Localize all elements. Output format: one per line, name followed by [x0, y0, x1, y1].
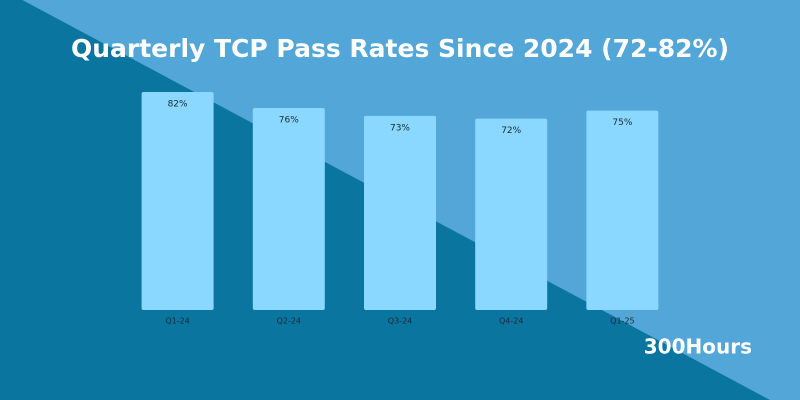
value-label: 72% [501, 126, 521, 136]
value-label: 82% [168, 100, 188, 110]
x-tick-label: Q4-24 [499, 317, 523, 326]
x-tick-label: Q2-24 [277, 317, 301, 326]
brand-logo: 300Hours [644, 335, 752, 359]
value-label: 73% [390, 123, 410, 133]
value-label: 75% [612, 118, 632, 128]
bar [141, 92, 214, 310]
bar [475, 118, 548, 311]
bar [252, 107, 325, 310]
bar [364, 115, 436, 311]
chart-title: Quarterly TCP Pass Rates Since 2024 (72-… [71, 34, 729, 63]
x-tick-label: Q1-25 [610, 317, 634, 326]
bar [586, 110, 659, 310]
x-tick-label: Q3-24 [388, 317, 412, 326]
x-tick-label: Q1-24 [165, 317, 189, 326]
value-label: 76% [279, 115, 299, 125]
